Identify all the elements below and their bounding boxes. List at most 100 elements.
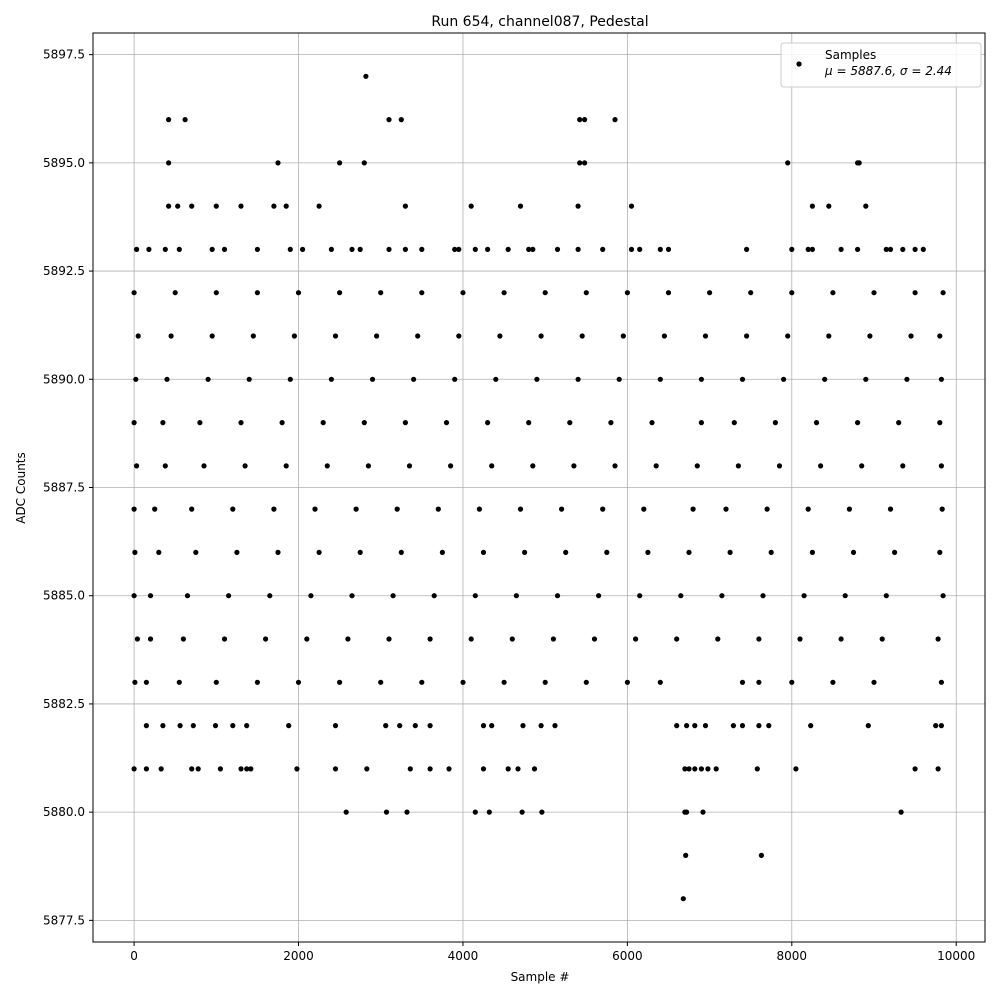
data-point — [559, 506, 565, 512]
data-point — [542, 290, 548, 296]
data-point — [135, 333, 141, 339]
data-point — [940, 290, 946, 296]
data-point — [608, 420, 614, 426]
data-point — [156, 549, 162, 556]
data-point — [152, 506, 158, 512]
data-point — [830, 290, 836, 296]
data-point — [427, 723, 433, 729]
data-point — [698, 376, 705, 382]
data-point — [213, 203, 219, 209]
data-point — [554, 246, 561, 252]
data-point — [230, 506, 236, 512]
data-point — [818, 463, 824, 469]
data-point — [517, 506, 524, 512]
data-point — [600, 506, 606, 512]
data-point — [938, 376, 945, 382]
data-point — [378, 679, 384, 685]
data-point — [402, 203, 408, 209]
data-point — [937, 333, 943, 339]
data-point — [316, 203, 322, 209]
data-point — [184, 593, 191, 599]
data-point — [295, 290, 302, 296]
data-point — [624, 679, 631, 685]
data-point — [166, 117, 172, 123]
data-point — [177, 723, 183, 729]
y-axis-label: ADC Counts — [14, 452, 28, 524]
data-point — [485, 246, 491, 252]
data-point — [357, 246, 363, 252]
data-point — [522, 549, 528, 556]
data-point — [887, 506, 894, 512]
data-point — [692, 723, 698, 729]
data-point — [158, 766, 164, 772]
data-point — [887, 246, 894, 252]
data-point — [489, 723, 495, 729]
data-point — [493, 376, 499, 382]
data-point — [419, 290, 425, 296]
data-point — [686, 549, 692, 556]
data-point — [739, 679, 746, 685]
data-point — [254, 246, 260, 252]
x-axis-label: Sample # — [511, 970, 570, 984]
data-point — [312, 506, 318, 512]
data-point — [805, 246, 811, 252]
data-point — [509, 636, 515, 642]
data-point — [744, 246, 750, 252]
data-point — [133, 376, 139, 382]
data-point — [596, 593, 602, 599]
data-point — [871, 679, 877, 685]
data-point — [242, 463, 248, 469]
data-point — [674, 723, 680, 729]
y-tick-label: 5882.5 — [43, 697, 85, 711]
data-point — [637, 246, 643, 252]
data-point — [147, 593, 154, 599]
data-point — [427, 636, 433, 642]
data-point — [238, 203, 244, 209]
data-point — [883, 246, 889, 252]
data-point — [863, 203, 869, 209]
data-point — [744, 333, 750, 339]
data-point — [612, 463, 618, 469]
y-tick-label: 5895.0 — [43, 156, 85, 170]
data-point — [295, 679, 302, 685]
data-point — [406, 463, 413, 469]
data-point — [308, 593, 314, 599]
data-point — [939, 506, 945, 512]
data-point — [719, 593, 725, 599]
data-point — [772, 420, 779, 426]
data-point — [213, 290, 219, 296]
data-point — [452, 246, 458, 252]
data-point — [189, 203, 195, 209]
data-point — [439, 549, 445, 556]
data-point — [698, 766, 705, 772]
data-point — [407, 766, 413, 772]
data-point — [735, 463, 742, 469]
data-point — [554, 593, 561, 599]
data-point — [940, 593, 946, 599]
x-tick-label: 2000 — [283, 949, 314, 963]
data-point — [404, 809, 410, 815]
data-point — [756, 679, 762, 685]
data-point — [612, 117, 618, 123]
data-point — [764, 506, 770, 512]
data-point — [863, 376, 869, 382]
data-point — [730, 723, 737, 729]
data-point — [583, 290, 589, 296]
data-point — [456, 246, 462, 252]
data-point — [579, 333, 585, 339]
data-point — [645, 549, 651, 556]
data-point — [349, 246, 355, 252]
x-ticks: 0 2000 4000 6000 8000 10000 — [130, 942, 975, 963]
data-point — [678, 593, 684, 599]
data-point — [472, 809, 478, 815]
data-point — [378, 290, 384, 296]
data-point — [809, 246, 816, 252]
data-point — [517, 203, 524, 209]
data-point — [279, 420, 285, 426]
data-point — [781, 376, 787, 382]
data-point — [713, 766, 719, 772]
data-point — [190, 723, 196, 729]
data-point — [920, 246, 926, 252]
data-point — [160, 723, 166, 729]
data-point — [898, 809, 904, 815]
